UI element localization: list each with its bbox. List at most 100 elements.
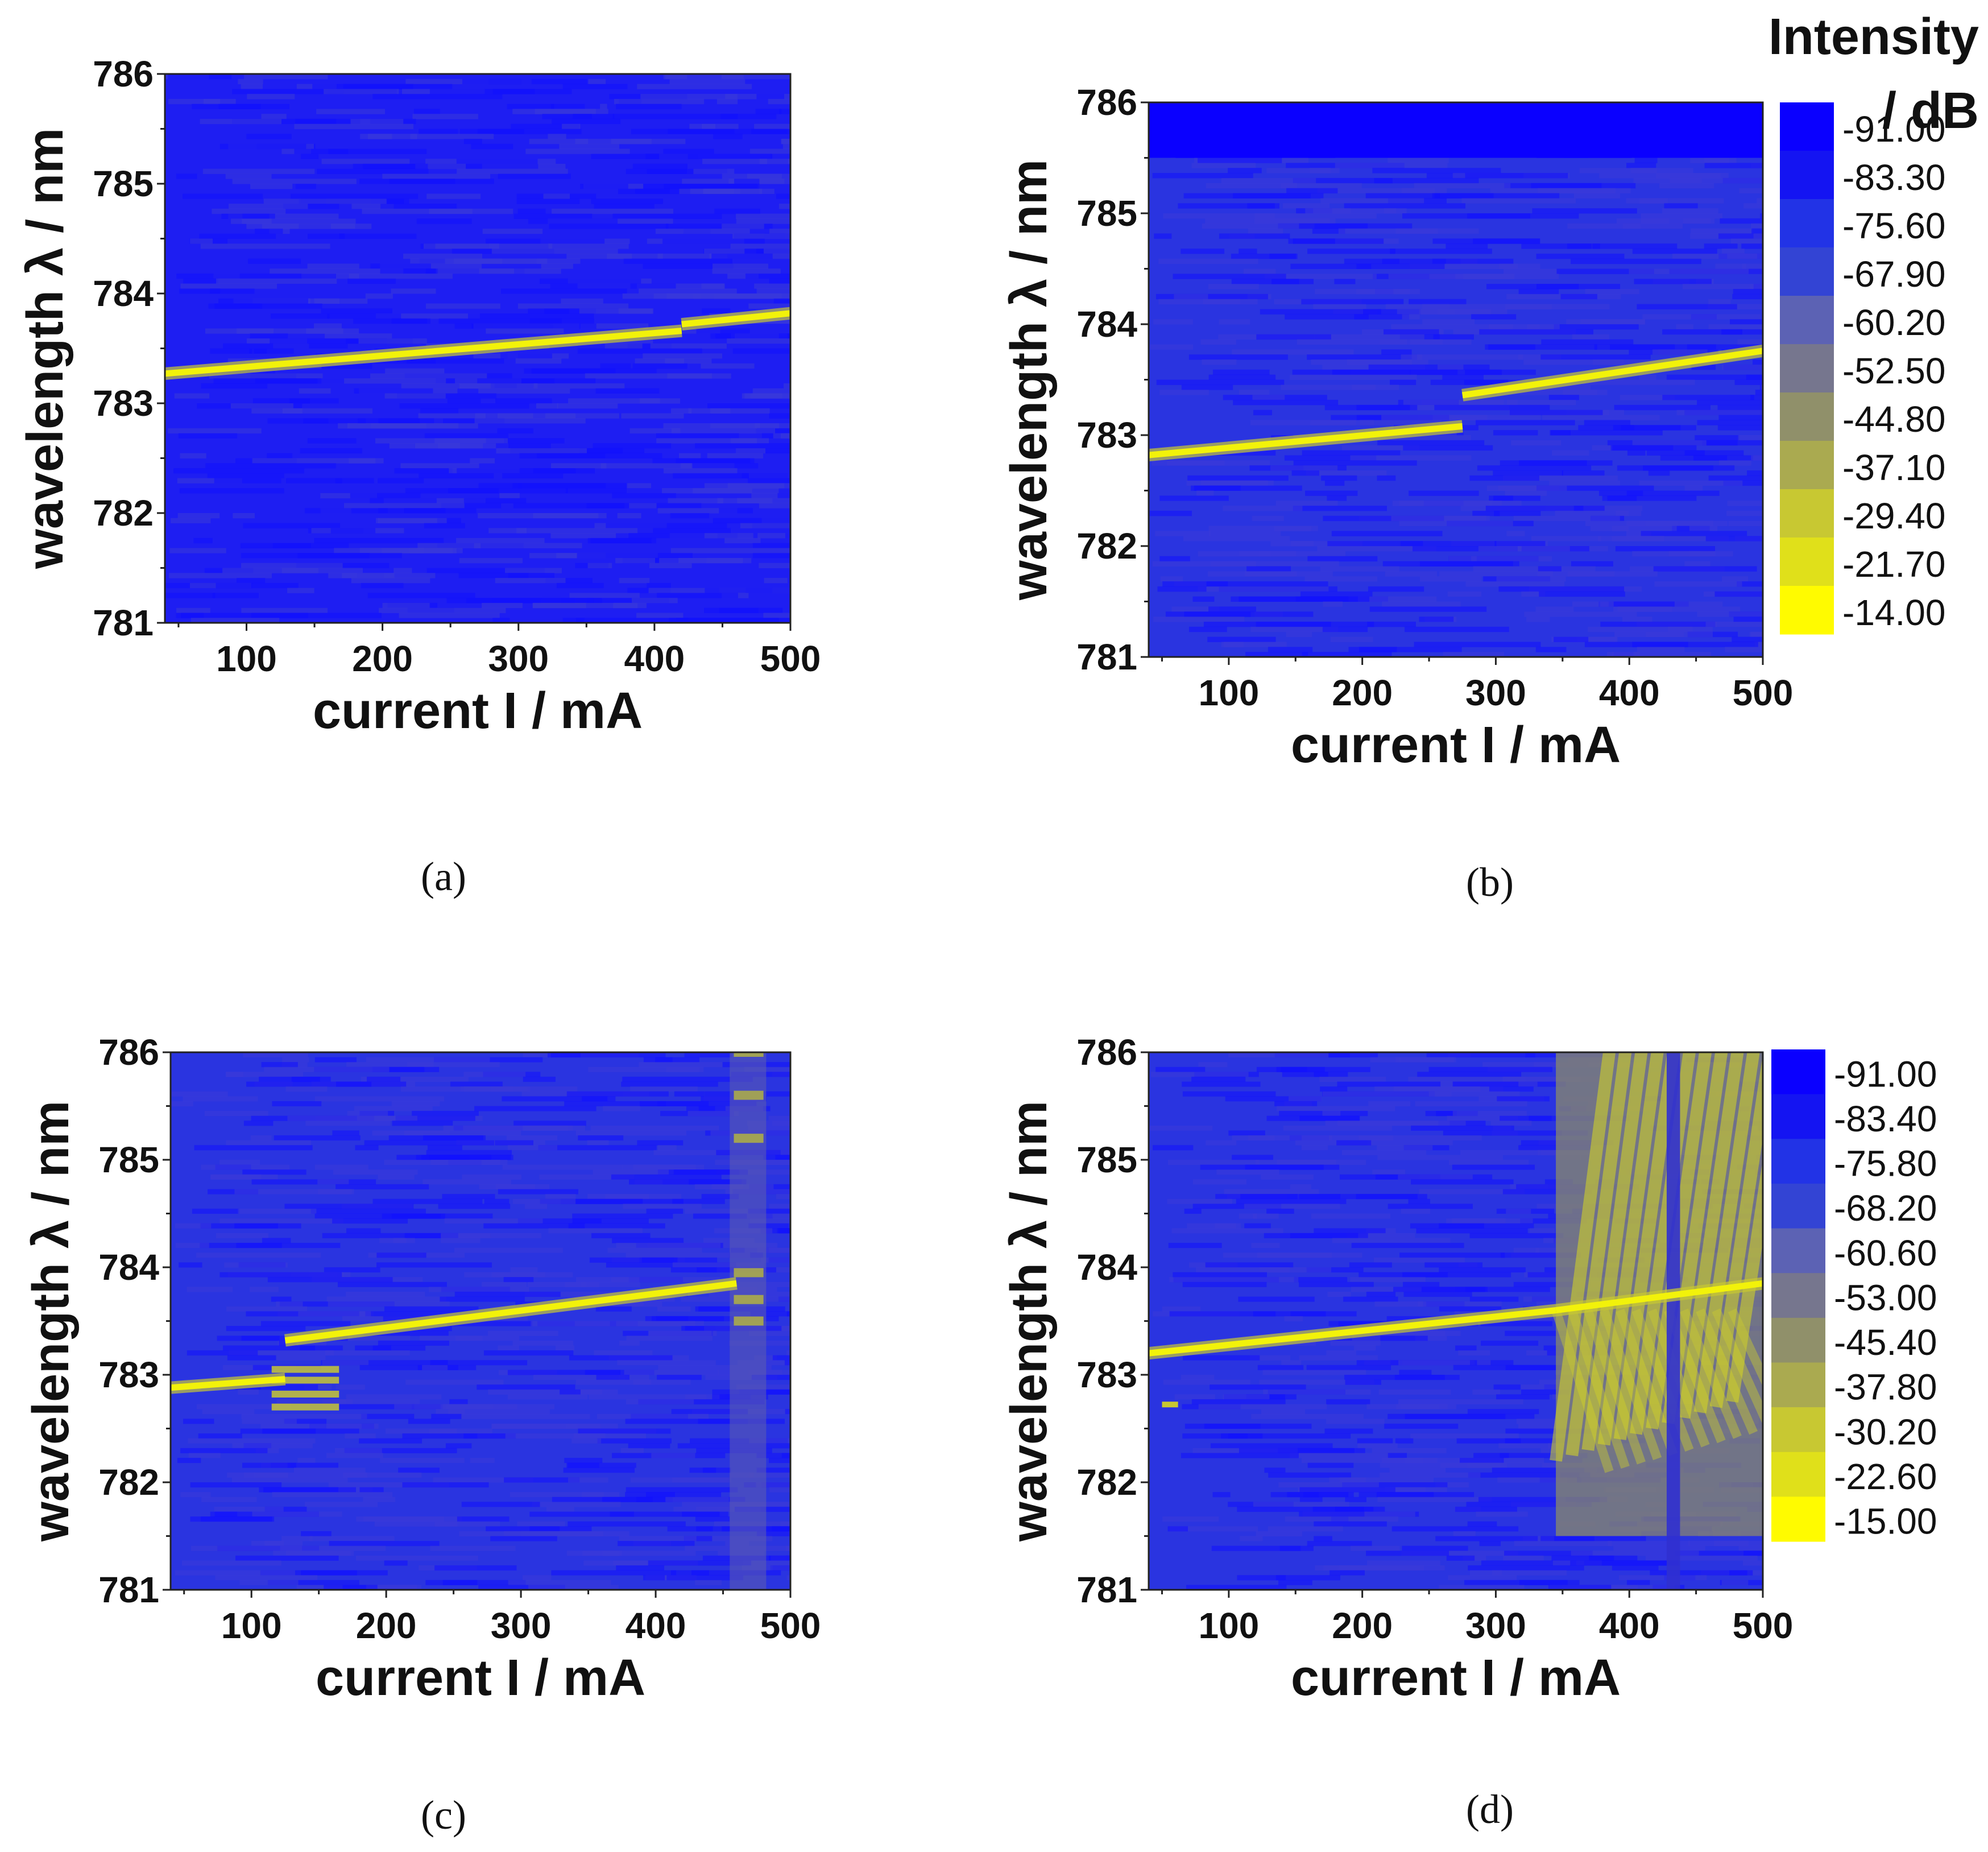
noise-streak	[1368, 364, 1490, 370]
noise-streak	[482, 602, 523, 609]
noise-streak	[198, 1433, 242, 1439]
noise-streak	[777, 493, 790, 499]
noise-streak	[1571, 258, 1701, 264]
noise-streak	[1739, 188, 1763, 194]
noise-streak	[724, 538, 761, 544]
noise-streak	[1253, 1502, 1349, 1507]
panel-c: 100 200 300 400 500781782783784785786current…	[23, 1032, 821, 1706]
noise-streak	[259, 1076, 320, 1082]
broadband-streak	[1630, 1052, 1696, 1435]
noise-streak	[1506, 531, 1525, 536]
noise-streak	[668, 498, 723, 503]
noise-streak	[579, 308, 653, 314]
noise-streak	[1270, 541, 1314, 547]
noise-streak	[594, 204, 655, 209]
noise-streak	[196, 1252, 321, 1258]
noise-streak	[328, 1482, 450, 1488]
noise-streak	[237, 328, 343, 334]
noise-streak	[223, 343, 274, 349]
noise-streak	[441, 1238, 481, 1243]
noise-streak	[1302, 652, 1392, 657]
noise-streak	[1721, 329, 1742, 335]
colorbar-label: -29.40	[1842, 495, 1945, 536]
noise-streak	[637, 1140, 684, 1146]
noise-streak	[1344, 258, 1399, 264]
noise-streak	[1439, 571, 1553, 577]
noise-streak	[1245, 652, 1308, 657]
noise-streak	[429, 1155, 513, 1160]
colorbar-label: -91.00	[1834, 1053, 1937, 1094]
noise-streak	[1562, 470, 1605, 476]
noise-streak	[175, 1570, 296, 1576]
noise-streak	[1294, 1277, 1348, 1283]
noise-streak	[1451, 1218, 1533, 1224]
noise-streak	[176, 173, 197, 179]
noise-streak	[1634, 158, 1658, 163]
noise-streak	[1418, 1301, 1502, 1307]
colorbar-1: -91.00-83.30-75.60-67.90-60.20-52.50-44.…	[1769, 9, 1979, 635]
noise-streak	[1446, 243, 1488, 249]
noise-streak	[1349, 1262, 1392, 1268]
noise-streak	[346, 1062, 434, 1068]
broadband-mode	[734, 1134, 764, 1143]
noise-streak	[458, 1233, 491, 1238]
noise-streak	[229, 204, 308, 209]
noise-streak	[1717, 425, 1763, 431]
y-tick-label: 784	[1076, 1247, 1137, 1288]
noise-streak	[212, 593, 259, 598]
noise-streak	[1411, 354, 1523, 360]
noise-streak	[238, 1389, 259, 1395]
dip-column	[1666, 1052, 1680, 1590]
noise-streak	[562, 123, 581, 129]
noise-streak	[384, 393, 446, 399]
mode-line	[171, 1376, 285, 1391]
noise-streak	[629, 503, 657, 509]
noise-streak	[412, 1111, 479, 1117]
noise-streak	[201, 1497, 257, 1502]
noise-streak	[1613, 1545, 1705, 1551]
noise-streak	[650, 343, 727, 349]
noise-streak	[1548, 395, 1579, 400]
noise-streak	[1150, 1072, 1249, 1077]
noise-streak	[229, 1350, 334, 1356]
noise-streak	[507, 1145, 558, 1151]
noise-streak	[1337, 1121, 1466, 1126]
noise-streak	[300, 1345, 343, 1351]
noise-streak	[385, 368, 445, 374]
noise-streak	[752, 553, 790, 559]
noise-streak	[175, 1223, 212, 1229]
noise-streak	[1239, 390, 1270, 395]
noise-streak	[671, 408, 692, 414]
noise-streak	[463, 139, 482, 144]
colorbar-label: -21.70	[1842, 544, 1945, 585]
noise-streak	[395, 1115, 475, 1121]
noise-streak	[486, 238, 605, 244]
noise-streak	[1200, 1164, 1324, 1170]
noise-streak	[361, 1413, 415, 1419]
noise-streak	[1236, 1198, 1347, 1204]
noise-streak	[748, 303, 790, 309]
noise-streak	[1571, 561, 1613, 567]
noise-streak	[241, 84, 263, 89]
noise-streak	[246, 134, 292, 139]
noise-streak	[259, 1487, 338, 1493]
noise-streak	[575, 1130, 687, 1136]
noise-streak	[324, 1267, 380, 1273]
noise-streak	[672, 1198, 725, 1204]
noise-streak	[780, 1150, 790, 1155]
noise-streak	[632, 598, 678, 603]
noise-streak	[1708, 299, 1731, 305]
mode-line	[165, 328, 682, 377]
noise-streak	[219, 1272, 342, 1278]
noise-streak	[513, 213, 593, 219]
noise-streak	[1380, 1462, 1501, 1468]
noise-streak	[200, 243, 330, 249]
noise-streak	[1359, 647, 1462, 652]
noise-streak	[516, 199, 580, 204]
noise-streak	[776, 1194, 790, 1200]
noise-streak	[232, 1443, 313, 1449]
noise-streak	[721, 74, 790, 80]
noise-streak	[710, 408, 731, 414]
noise-streak	[1299, 1115, 1360, 1121]
noise-streak	[769, 1458, 790, 1464]
